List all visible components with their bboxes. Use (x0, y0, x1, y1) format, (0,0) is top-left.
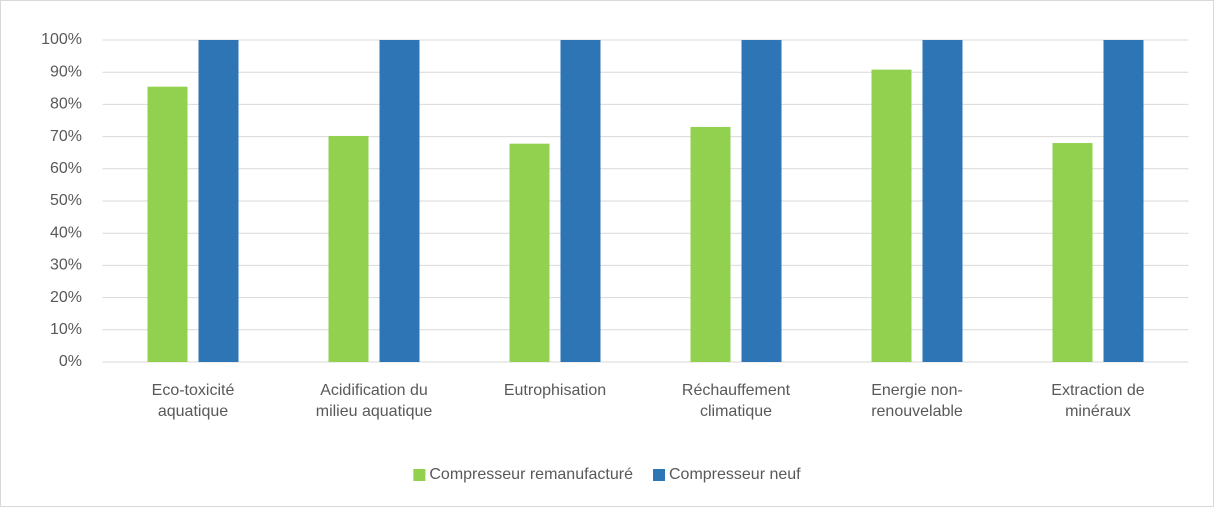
bar (147, 86, 188, 362)
legend-label: Compresseur remanufacturé (429, 466, 633, 483)
y-tick-label: 0% (59, 353, 82, 370)
y-tick-label: 40% (50, 224, 82, 241)
bar (198, 40, 239, 362)
bar (741, 40, 782, 362)
bar (922, 40, 963, 362)
legend-swatch (653, 469, 666, 481)
bar (1052, 143, 1093, 362)
y-tick-label: 70% (50, 128, 82, 145)
bar (379, 40, 420, 362)
x-tick-label: Extraction de minéraux (1051, 382, 1145, 420)
x-tick-label: Eco-toxicité aquatique (151, 382, 235, 420)
x-tick-label: Energie non-renouvelable (871, 382, 963, 420)
bar (871, 69, 912, 363)
bar (560, 40, 601, 362)
y-tick-label: 20% (50, 289, 82, 306)
bar (690, 126, 731, 362)
legend-label: Compresseur neuf (669, 466, 801, 483)
x-tick-label: Réchauffement climatique (681, 382, 791, 420)
x-tick-label: Eutrophisation (503, 382, 607, 399)
y-tick-label: 50% (50, 192, 82, 209)
y-tick-label: 10% (50, 321, 82, 338)
bar (328, 135, 369, 362)
y-tick-label: 100% (41, 31, 82, 48)
bar (509, 143, 550, 362)
y-tick-label: 60% (50, 160, 82, 177)
bar (1103, 40, 1144, 362)
y-tick-label: 30% (50, 257, 82, 274)
legend-swatch (413, 469, 426, 481)
y-tick-label: 80% (50, 96, 82, 113)
y-tick-label: 90% (50, 63, 82, 80)
x-tick-label: Acidification du milieu aquatique (315, 382, 433, 420)
